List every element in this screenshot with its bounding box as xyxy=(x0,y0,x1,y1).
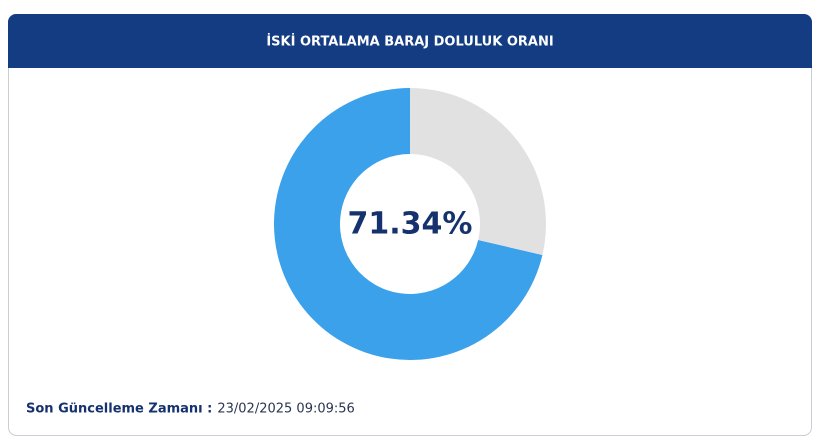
donut-chart xyxy=(274,88,546,361)
center-value-label: 71.34% xyxy=(348,207,473,242)
update-label: Son Güncelleme Zamanı : xyxy=(26,402,212,417)
donut-segment xyxy=(274,88,543,361)
card-header xyxy=(8,14,812,68)
update-timestamp: 23/02/2025 09:09:56 xyxy=(217,402,354,417)
donut-segment xyxy=(410,88,546,256)
chart-title: İSKİ ORTALAMA BARAJ DOLULUK ORANI xyxy=(266,34,553,50)
